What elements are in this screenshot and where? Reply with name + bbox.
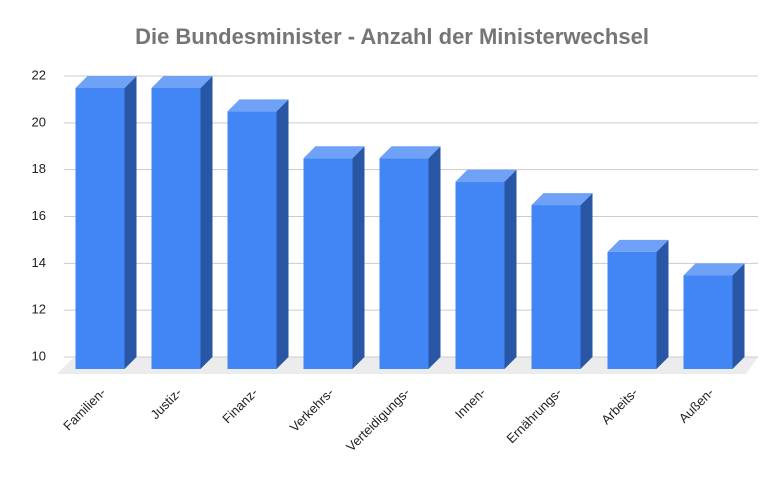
bar-side (656, 239, 669, 369)
bar-top (151, 76, 213, 88)
bar-top (531, 193, 593, 206)
bar (607, 251, 657, 369)
chart-title: Die Bundesminister - Anzahl der Minister… (135, 24, 649, 49)
x-tick-label: Verkehrs- (287, 385, 337, 435)
y-tick-label: 14 (32, 255, 46, 270)
bar-top (455, 169, 517, 182)
bar-side (124, 76, 137, 369)
bar (227, 111, 277, 370)
x-tick-label: Verteidigungs- (343, 385, 412, 454)
x-tick-label: Außen- (676, 385, 717, 426)
x-tick-label: Arbeits- (598, 385, 640, 427)
bar-top (303, 146, 365, 159)
y-tick-label: 16 (32, 208, 46, 223)
y-tick-label: 20 (32, 114, 46, 129)
x-tick-label: Familien- (60, 385, 108, 433)
bar-top (227, 99, 289, 112)
bar (75, 88, 125, 369)
x-tick-label: Justiz- (147, 385, 184, 422)
bar-top (75, 76, 137, 88)
bar-side (276, 99, 289, 370)
bar-side (200, 76, 213, 369)
bar-top (379, 146, 441, 159)
x-tick-label: Ernährungs- (503, 385, 564, 446)
bar (531, 205, 581, 369)
bar-top (607, 239, 669, 252)
bar-side (580, 193, 593, 369)
y-tick-label: 18 (32, 161, 46, 176)
x-tick-label: Finanz- (219, 385, 260, 426)
x-tick-label: Innen- (452, 385, 489, 422)
y-tick-label: 22 (32, 67, 46, 82)
bar-side (428, 146, 441, 369)
bar (303, 158, 353, 369)
bar-side (352, 146, 365, 369)
bar (683, 275, 733, 369)
bar-side (732, 263, 745, 369)
y-tick-label: 10 (32, 348, 46, 363)
bar (151, 88, 201, 369)
bar-top (683, 263, 745, 276)
y-tick-label: 12 (32, 302, 46, 317)
bar-side (504, 169, 517, 369)
bar (455, 181, 505, 369)
bar (379, 158, 429, 369)
